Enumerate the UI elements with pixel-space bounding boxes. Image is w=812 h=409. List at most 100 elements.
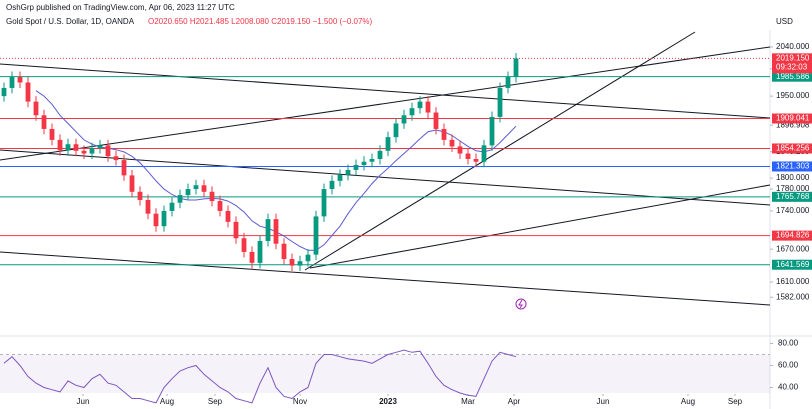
level-label-bg	[772, 161, 812, 172]
candle-body	[265, 219, 271, 241]
candle-body	[433, 112, 439, 129]
candle-body	[113, 156, 119, 161]
level-label: 1765.768	[776, 192, 810, 201]
candle-body	[169, 202, 175, 211]
price-tick-label: 1582.000	[776, 292, 810, 301]
trendline	[0, 251, 771, 306]
price-tick-label: 1896.908	[776, 120, 810, 129]
rsi-tick-label: 60.00	[778, 361, 799, 370]
level-label-bg	[772, 71, 812, 82]
candle-body	[305, 254, 311, 262]
time-tick-label: Aug	[160, 397, 174, 406]
candle-body	[377, 150, 383, 159]
candle-body	[201, 185, 207, 192]
level-label: 1641.569	[776, 260, 810, 269]
candle-body	[441, 128, 447, 140]
symbol: Gold Spot / U.S. Dollar, 1D, OANDA	[6, 17, 135, 26]
trendline	[0, 149, 771, 206]
candle-body	[129, 175, 135, 192]
candle-body	[409, 108, 415, 116]
candle-body	[209, 191, 215, 202]
candle-body	[473, 158, 479, 162]
candle-body	[289, 259, 295, 266]
candle-body	[153, 213, 159, 227]
candle-body	[449, 139, 455, 147]
candle-body	[81, 150, 87, 154]
candle-body	[417, 101, 423, 109]
candle-body	[401, 115, 407, 124]
candle-body	[345, 169, 351, 175]
price-tick-label: 1780.000	[776, 184, 810, 193]
time-tick-label: Nov	[293, 397, 307, 406]
last-price-bg	[772, 53, 812, 74]
candle-body	[513, 58, 519, 78]
candle-body	[57, 139, 63, 151]
candle-body	[105, 145, 111, 157]
candle-body	[145, 199, 151, 214]
candle-body	[457, 146, 463, 154]
trendlines	[0, 31, 771, 306]
candle-body	[337, 174, 343, 181]
candle-body	[137, 191, 143, 200]
candle-body	[321, 189, 327, 217]
candle-body	[361, 161, 367, 166]
candle-body	[193, 185, 199, 190]
price-tick-label: 1950.000	[776, 91, 810, 100]
rsi-band	[0, 354, 770, 393]
candle-body	[505, 77, 511, 88]
ohlc: O2020.650 H2021.485 L2008.080 C2019.150 …	[148, 17, 373, 26]
candle-body	[465, 153, 471, 159]
candle-body	[481, 145, 487, 162]
candle-body	[9, 77, 15, 88]
time-tick-label: Sep	[208, 397, 223, 406]
candle-body	[353, 165, 359, 170]
time-tick-label: Mar	[461, 397, 475, 406]
candle-body	[25, 82, 31, 102]
candle-body	[65, 144, 71, 151]
level-label-bg	[772, 259, 812, 270]
level-label: 1821.303	[776, 162, 810, 171]
price-tick-label: 1800.000	[776, 173, 810, 182]
candle-body	[49, 128, 55, 140]
candle-body	[281, 243, 287, 260]
currency: USD	[776, 17, 793, 26]
time-tick-label: 2023	[379, 397, 397, 406]
candle-body	[73, 144, 79, 151]
level-label: 1694.826	[776, 231, 810, 240]
level-label: 1854.256	[776, 144, 810, 153]
candle-body	[225, 210, 231, 222]
candle-body	[385, 137, 391, 151]
price-tick-label: 2040.000	[776, 42, 810, 51]
time-tick-label: Aug	[681, 397, 695, 406]
trendline	[0, 46, 771, 161]
price-tick-label: 1740.000	[776, 206, 810, 215]
candle-body	[241, 238, 247, 252]
countdown: 09:32:03	[776, 62, 808, 71]
candle-body	[369, 158, 375, 162]
candle-body	[33, 101, 39, 116]
time-tick-label: Jun	[597, 397, 610, 406]
price-tick-label: 1670.000	[776, 244, 810, 253]
candle-body	[489, 116, 495, 146]
level-label-bg	[772, 113, 812, 124]
trendline	[0, 63, 771, 119]
candle-body	[329, 180, 335, 190]
time-tick-label: Apr	[508, 397, 521, 406]
candle-body	[161, 210, 167, 227]
level-label-bg	[772, 143, 812, 154]
trendline	[309, 184, 771, 269]
trendline	[304, 31, 696, 271]
candle-body	[185, 189, 191, 196]
candle-body	[497, 87, 503, 117]
candle-body	[233, 221, 239, 239]
candle-body	[1, 87, 7, 97]
publisher-line: OshGrp published on TradingView.com, Apr…	[6, 3, 235, 12]
level-label: 1909.041	[776, 114, 810, 123]
candle-body	[249, 251, 255, 263]
candle-body	[425, 101, 431, 113]
candle-body	[297, 261, 303, 266]
rsi-line	[3, 349, 517, 404]
event-icon[interactable]	[515, 298, 527, 310]
candle-body	[177, 195, 183, 203]
